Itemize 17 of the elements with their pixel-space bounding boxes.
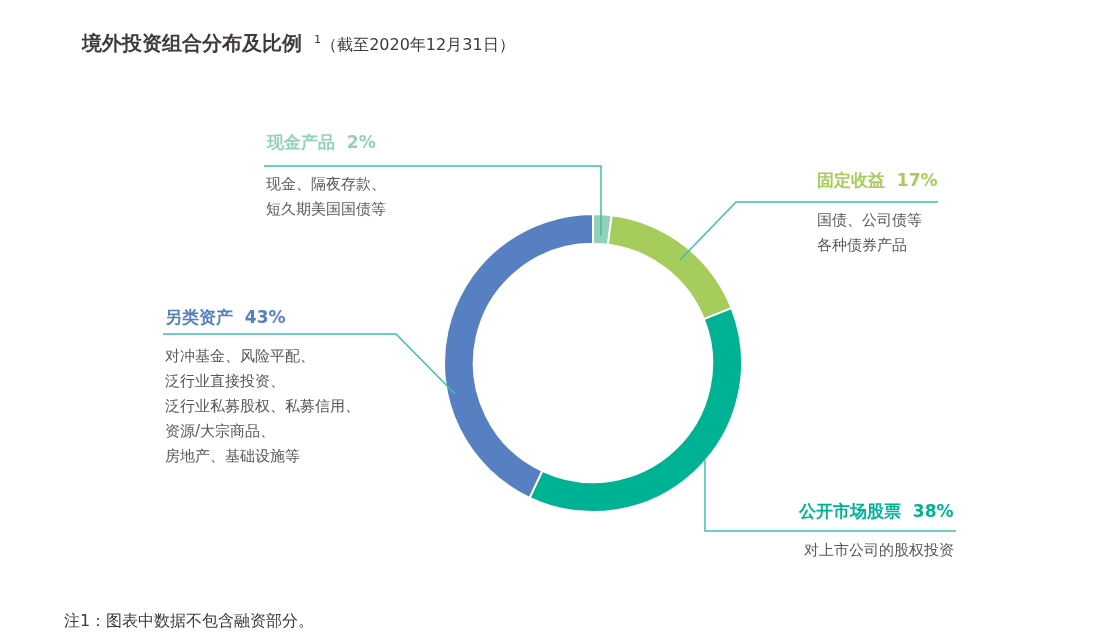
slice-label: 另类资产 43%	[165, 307, 286, 327]
chart-subtitle: $^{1}$（截至2020年12月31日）	[314, 33, 515, 54]
text: 国债、公司债等	[817, 211, 922, 229]
text: 各种债券产品	[817, 236, 907, 254]
text: 资源/大宗商品、	[165, 422, 276, 440]
text: 注1：图表中数据不包含融资部分。	[64, 611, 315, 630]
text: 短久期美国国债等	[266, 200, 386, 218]
slice-label: 现金产品 2%	[266, 132, 376, 152]
text: 现金、隔夜存款、	[266, 175, 386, 193]
chart-title: 境外投资组合分布及比例	[81, 31, 302, 55]
text: 泛行业直接投资、	[165, 372, 285, 390]
text: 房地产、基础设施等	[165, 447, 300, 465]
text: 对上市公司的股权投资	[804, 541, 954, 559]
text: 对冲基金、风险平配、	[165, 347, 315, 365]
slice-label: 固定收益 17%	[817, 170, 938, 190]
text: 泛行业私募股权、私募信用、	[165, 397, 360, 415]
slice-label: 公开市场股票 38%	[798, 501, 954, 521]
